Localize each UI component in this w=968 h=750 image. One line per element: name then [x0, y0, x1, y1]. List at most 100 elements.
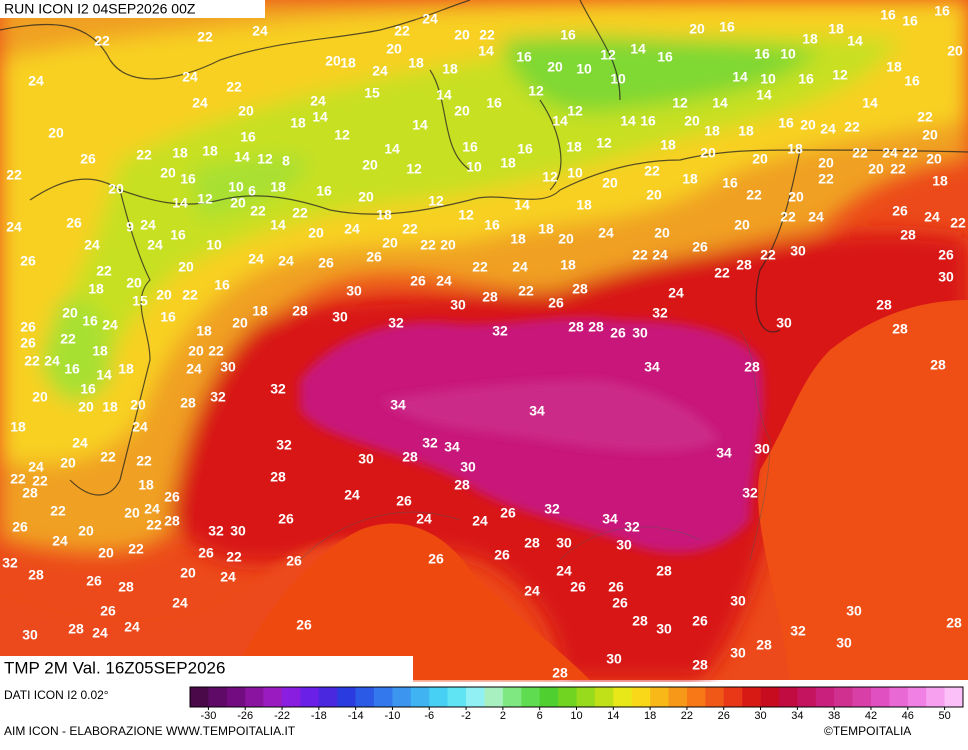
- temperature-label: 24: [472, 513, 488, 529]
- colorbar-tick-label: 34: [791, 710, 803, 722]
- temperature-label: 26: [610, 325, 626, 341]
- temperature-label: 16: [880, 7, 896, 23]
- temperature-label: 24: [652, 247, 668, 263]
- temperature-label: 28: [900, 227, 916, 243]
- temperature-label: 20: [325, 53, 341, 69]
- temperature-label: 28: [118, 579, 134, 595]
- temperature-label: 18: [138, 477, 154, 493]
- temperature-label: 14: [862, 95, 878, 111]
- temperature-label: 24: [52, 533, 68, 549]
- temperature-label: 20: [788, 189, 804, 205]
- temperature-label: 28: [572, 281, 588, 297]
- temperature-label: 24: [92, 625, 108, 641]
- temperature-label: 20: [48, 125, 64, 141]
- temperature-label: 22: [96, 263, 112, 279]
- temperature-label: 20: [108, 181, 124, 197]
- temperature-label: 20: [124, 505, 140, 521]
- temperature-label: 14: [620, 113, 636, 129]
- colorbar-swatch: [318, 687, 338, 707]
- temperature-label: 26: [548, 295, 564, 311]
- temperature-label: 18: [88, 281, 104, 297]
- temperature-label: 32: [742, 485, 758, 501]
- colorbar-swatch: [466, 687, 485, 707]
- temperature-label: 30: [776, 315, 792, 331]
- temperature-label: 24: [132, 419, 148, 435]
- temperature-label: 12: [334, 127, 350, 143]
- temperature-label: 20: [454, 103, 470, 119]
- temperature-label: 20: [78, 399, 94, 415]
- temperature-label: 18: [196, 323, 212, 339]
- temperature-label: 22: [250, 203, 266, 219]
- temperature-label: 20: [922, 127, 938, 143]
- temperature-label: 34: [390, 397, 406, 413]
- colorbar-swatch: [723, 687, 743, 707]
- temperature-label: 18: [787, 141, 803, 157]
- temperature-label: 20: [60, 455, 76, 471]
- temperature-label: 20: [362, 157, 378, 173]
- temperature-label: 18: [576, 197, 592, 213]
- temperature-label: 30: [656, 621, 672, 637]
- temperature-label: 18: [252, 303, 268, 319]
- temperature-label: 20: [386, 41, 402, 57]
- colorbar-tick-label: 10: [570, 710, 582, 722]
- temperature-label: 22: [32, 473, 48, 489]
- temperature-label: 24: [192, 95, 208, 111]
- temperature-label: 12: [542, 169, 558, 185]
- temperature-label: 10: [228, 179, 244, 195]
- temperature-label: 22: [60, 331, 76, 347]
- colorbar-swatch: [797, 687, 817, 707]
- temperature-label: 22: [917, 109, 933, 125]
- colorbar-swatch: [944, 687, 964, 707]
- temperature-label: 26: [500, 505, 516, 521]
- temperature-label: 18: [886, 59, 902, 75]
- temperature-label: 16: [778, 115, 794, 131]
- temperature-label: 24: [84, 237, 100, 253]
- temperature-label: 12: [567, 103, 583, 119]
- colorbar-swatch: [392, 687, 412, 707]
- temperature-label: 14: [552, 113, 568, 129]
- temperature-label: 18: [510, 231, 526, 247]
- colorbar-swatch: [852, 687, 872, 707]
- temperature-label: 18: [560, 257, 576, 273]
- temperature-label: 18: [682, 171, 698, 187]
- temperature-label: 16: [462, 139, 478, 155]
- temperature-label: 24: [436, 273, 452, 289]
- temperature-label: 26: [66, 215, 82, 231]
- temperature-label: 10: [760, 71, 776, 87]
- temperature-label: 26: [612, 595, 628, 611]
- temperature-label: 26: [938, 247, 954, 263]
- temperature-label: 22: [292, 205, 308, 221]
- temperature-label: 20: [188, 343, 204, 359]
- temperature-label: 14: [172, 195, 188, 211]
- temperature-label: 28: [632, 613, 648, 629]
- temperature-label: 16: [214, 277, 230, 293]
- colorbar-swatch: [631, 687, 651, 707]
- temperature-label: 22: [714, 265, 730, 281]
- temperature-label: 18: [118, 361, 134, 377]
- temperature-label: 20: [689, 21, 705, 37]
- temperature-label: 26: [20, 253, 36, 269]
- temperature-label: 24: [28, 459, 44, 475]
- temperature-label: 14: [270, 217, 286, 233]
- temperature-label: 16: [516, 49, 532, 65]
- temperature-label: 16: [657, 49, 673, 65]
- temperature-label: 32: [492, 323, 508, 339]
- temperature-label: 28: [892, 321, 908, 337]
- temperature-label: 32: [544, 501, 560, 517]
- temperature-label: 24: [140, 217, 156, 233]
- credit-text: AIM ICON - ELABORAZIONE WWW.TEMPOITALIA.…: [4, 724, 296, 738]
- temperature-label: 14: [384, 141, 400, 157]
- colorbar-tick-label: -30: [200, 710, 216, 722]
- temperature-label: 24: [144, 501, 160, 517]
- temperature-label: 24: [220, 569, 236, 585]
- temperature-label: 24: [182, 69, 198, 85]
- temperature-label: 16: [560, 27, 576, 43]
- temperature-label: 16: [160, 309, 176, 325]
- temperature-label: 12: [528, 83, 544, 99]
- temperature-label: 20: [130, 397, 146, 413]
- temperature-label: 20: [752, 151, 768, 167]
- temperature-label: 24: [124, 619, 140, 635]
- temperature-label: 14: [756, 87, 772, 103]
- temperature-label: 28: [22, 485, 38, 501]
